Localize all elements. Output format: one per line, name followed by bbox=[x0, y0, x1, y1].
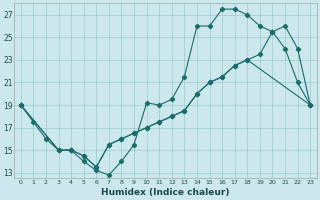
X-axis label: Humidex (Indice chaleur): Humidex (Indice chaleur) bbox=[101, 188, 230, 197]
